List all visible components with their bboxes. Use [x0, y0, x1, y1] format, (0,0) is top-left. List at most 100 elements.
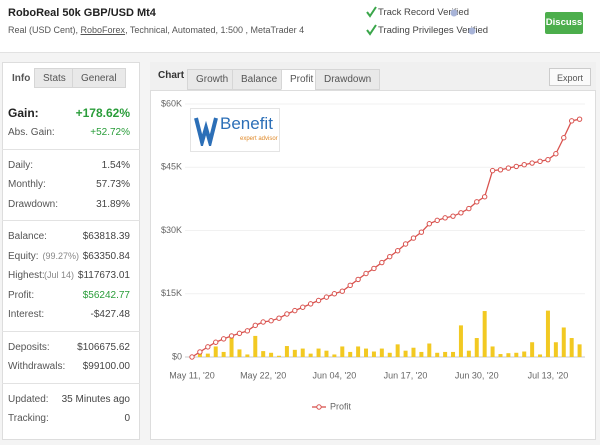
divider [2, 148, 140, 150]
point [307, 301, 314, 307]
y-tick-label: $45K [161, 162, 182, 172]
discuss-button[interactable]: Discuss [545, 12, 583, 34]
point [236, 330, 243, 337]
y-tick-label: $60K [161, 98, 182, 108]
subtitle-part: , Technical, Automated, 1:500 , MetaTrad… [125, 25, 305, 35]
stat-value: 31.89% [96, 198, 130, 210]
point [228, 333, 235, 339]
point [268, 318, 274, 324]
point [379, 259, 385, 266]
bar [356, 346, 361, 357]
stat-label: Tracking: [8, 413, 49, 424]
bar [292, 349, 297, 357]
bar [545, 310, 550, 357]
stat-label: Abs. Gain: [8, 127, 55, 138]
verified: Track Record Verified [378, 7, 469, 18]
subtitle-part[interactable]: RoboForex [80, 25, 126, 35]
divider [2, 382, 140, 384]
bar [522, 351, 527, 357]
x-tick-label: Jun 04, '20 [312, 370, 356, 380]
point [402, 241, 409, 247]
line [191, 118, 580, 358]
bar [443, 351, 448, 357]
stat-label: Daily: [8, 159, 34, 171]
legend-label: Profit [330, 401, 352, 411]
stat-label: Gain: [8, 106, 39, 120]
point [497, 167, 504, 173]
bar [498, 354, 503, 357]
bar [205, 353, 210, 357]
point [220, 336, 227, 342]
point [458, 210, 464, 216]
stat-value: 57.73% [96, 179, 130, 190]
info-tab[interactable]: Stats [34, 68, 75, 88]
bar [553, 342, 558, 357]
point [205, 344, 211, 350]
bar [379, 348, 384, 357]
point [387, 253, 393, 260]
chart-tab[interactable]: Profit [281, 69, 323, 90]
info-tab[interactable]: General [72, 68, 126, 88]
point [276, 315, 282, 321]
point [576, 116, 583, 122]
stat-note: (99.27%) [42, 250, 79, 261]
point [410, 235, 417, 241]
x-tick-label: May 11, '20 [169, 370, 215, 380]
point [434, 217, 440, 224]
point [568, 118, 575, 124]
bar [300, 348, 305, 357]
point [260, 319, 266, 325]
stat-label: Equity: [8, 250, 39, 262]
point [339, 288, 345, 294]
point [189, 354, 195, 360]
bar [221, 351, 226, 357]
bar [514, 352, 519, 357]
point [426, 221, 432, 227]
bar [213, 346, 218, 357]
bar [569, 338, 574, 357]
point [244, 328, 251, 334]
point [505, 165, 512, 171]
stat-value: $63350.84 [82, 250, 130, 262]
divider [2, 330, 140, 332]
bar [284, 346, 289, 357]
bar [427, 343, 432, 357]
bar [245, 354, 250, 357]
bar [435, 352, 440, 357]
logo-tagline: expert advisor [240, 136, 278, 142]
stat-label: Profit: [8, 289, 35, 301]
stat-label: Balance: [8, 231, 47, 242]
divider [2, 220, 140, 221]
point [418, 229, 425, 235]
bar [371, 351, 376, 357]
header [0, 0, 600, 53]
stat-label: Updated: [8, 393, 49, 405]
chart-tab[interactable]: Drawdown [315, 69, 381, 90]
point [513, 163, 520, 170]
bar [269, 352, 274, 357]
stat-value: $106675.62 [77, 341, 130, 353]
bar [538, 354, 543, 357]
stat-value: 0 [124, 413, 130, 424]
point [537, 158, 543, 165]
y-tick-label: $30K [161, 225, 182, 235]
chart-panel [150, 62, 596, 440]
point [363, 270, 369, 277]
chart-tab[interactable]: Balance [232, 69, 287, 90]
point [553, 151, 559, 157]
chart-tab[interactable]: Growth [187, 69, 238, 90]
point [489, 167, 496, 174]
point [331, 291, 338, 297]
logo-name: Benefit [220, 114, 273, 133]
export-button[interactable]: Export [549, 68, 591, 86]
point [450, 213, 456, 219]
x-tick-label: Jun 17, '20 [384, 370, 428, 380]
stat-label: Withdrawals: [8, 361, 66, 372]
stat-value: +52.72% [90, 127, 130, 138]
bar [308, 353, 313, 357]
point [300, 304, 306, 310]
point [292, 307, 298, 314]
bar [237, 349, 242, 357]
subtitle-part: Real (USD Cent), [8, 25, 81, 35]
